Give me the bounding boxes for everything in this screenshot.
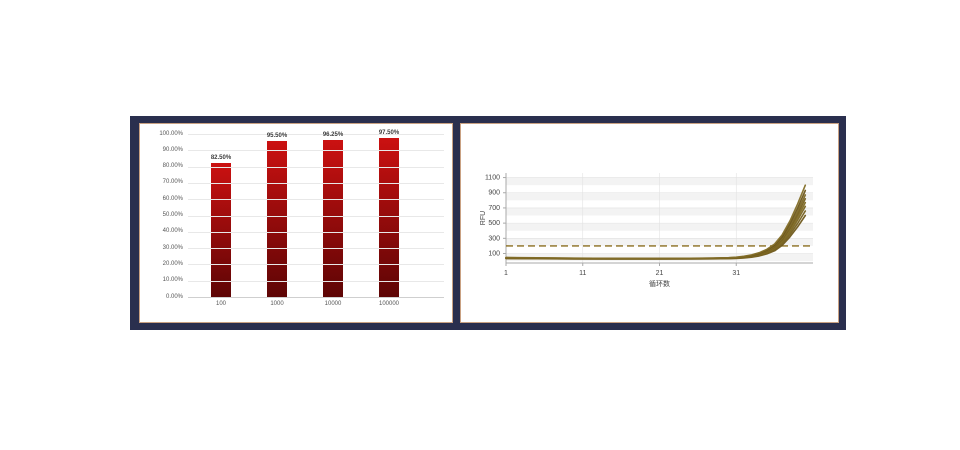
y-axis-title: RFU	[480, 211, 487, 225]
bar	[323, 140, 343, 297]
x-axis-tick-label: 100000	[378, 301, 400, 307]
gridline	[188, 280, 444, 282]
gridline	[188, 134, 444, 135]
y-axis-tick-label: 1100	[485, 175, 500, 182]
bar-chart-card: 100.00% 90.00% 80.00% 70.00% 60.00% 50.00% 40.…	[139, 123, 453, 323]
y-axis-tick-label: 0.00%	[165, 293, 183, 300]
bar	[267, 141, 287, 297]
y-axis-tick-label: 90.00%	[162, 146, 183, 153]
y-axis-tick-label: 500	[488, 220, 500, 227]
bar-plot-area	[194, 134, 444, 297]
gridline	[188, 166, 444, 168]
y-axis-tick-label: 40.00%	[162, 228, 183, 235]
y-axis-tick-label: 700	[488, 205, 500, 212]
gridline	[188, 297, 444, 298]
y-axis-tick-label: 50.00%	[162, 212, 183, 218]
x-axis-tick-label: 31	[732, 270, 740, 277]
y-axis-tick-label: 20.00%	[162, 260, 183, 267]
bar-value-label: 97.50%	[378, 130, 400, 137]
x-axis-tick-label: 10000	[324, 301, 342, 307]
gridline	[188, 199, 444, 201]
gridline	[188, 182, 444, 184]
bar-value-label: 82.50%	[210, 154, 232, 161]
y-axis-tick-label: 900	[488, 190, 500, 197]
y-axis-tick-label: 70.00%	[162, 179, 183, 186]
bar-value-label: 95.50%	[266, 133, 288, 140]
y-axis-tick-label: 300	[488, 235, 500, 242]
x-axis-tick-label: 21	[656, 270, 664, 277]
gridline	[188, 248, 444, 250]
charts-panel: 100.00% 90.00% 80.00% 70.00% 60.00% 50.00% 40.…	[130, 116, 846, 330]
x-axis-tick-label: 11	[579, 270, 586, 277]
gridline	[188, 150, 444, 152]
detection-rate-bar-chart: 100.00% 90.00% 80.00% 70.00% 60.00% 50.00% 40.…	[140, 124, 452, 322]
x-axis-title: 循环数	[649, 279, 670, 288]
y-axis-tick-label: 100	[488, 251, 500, 258]
bar	[379, 138, 399, 297]
line-chart-card: 100 300 500 700 900 1100 1 11 21 31 RFU 循环数	[460, 123, 839, 323]
y-axis-tick-label: 60.00%	[162, 195, 183, 202]
x-axis-tick-label: 1	[504, 270, 508, 277]
x-axis-tick-label: 1000	[270, 301, 284, 307]
x-axis-tick-label: 100	[215, 301, 226, 307]
amplification-curve-chart: 100 300 500 700 900 1100 1 11 21 31 RFU 循环数	[461, 124, 838, 322]
y-axis-tick-label: 80.00%	[162, 163, 183, 170]
bar-value-label: 96.25%	[322, 132, 344, 139]
gridline	[188, 231, 444, 233]
gridline	[188, 215, 444, 217]
y-axis-tick-label: 30.00%	[162, 244, 183, 251]
y-axis-tick-label: 10.00%	[162, 277, 183, 284]
bar	[211, 162, 231, 297]
y-axis-tick-label: 100.00%	[159, 130, 183, 137]
gridline	[188, 264, 444, 266]
amplification-curve	[505, 184, 807, 260]
